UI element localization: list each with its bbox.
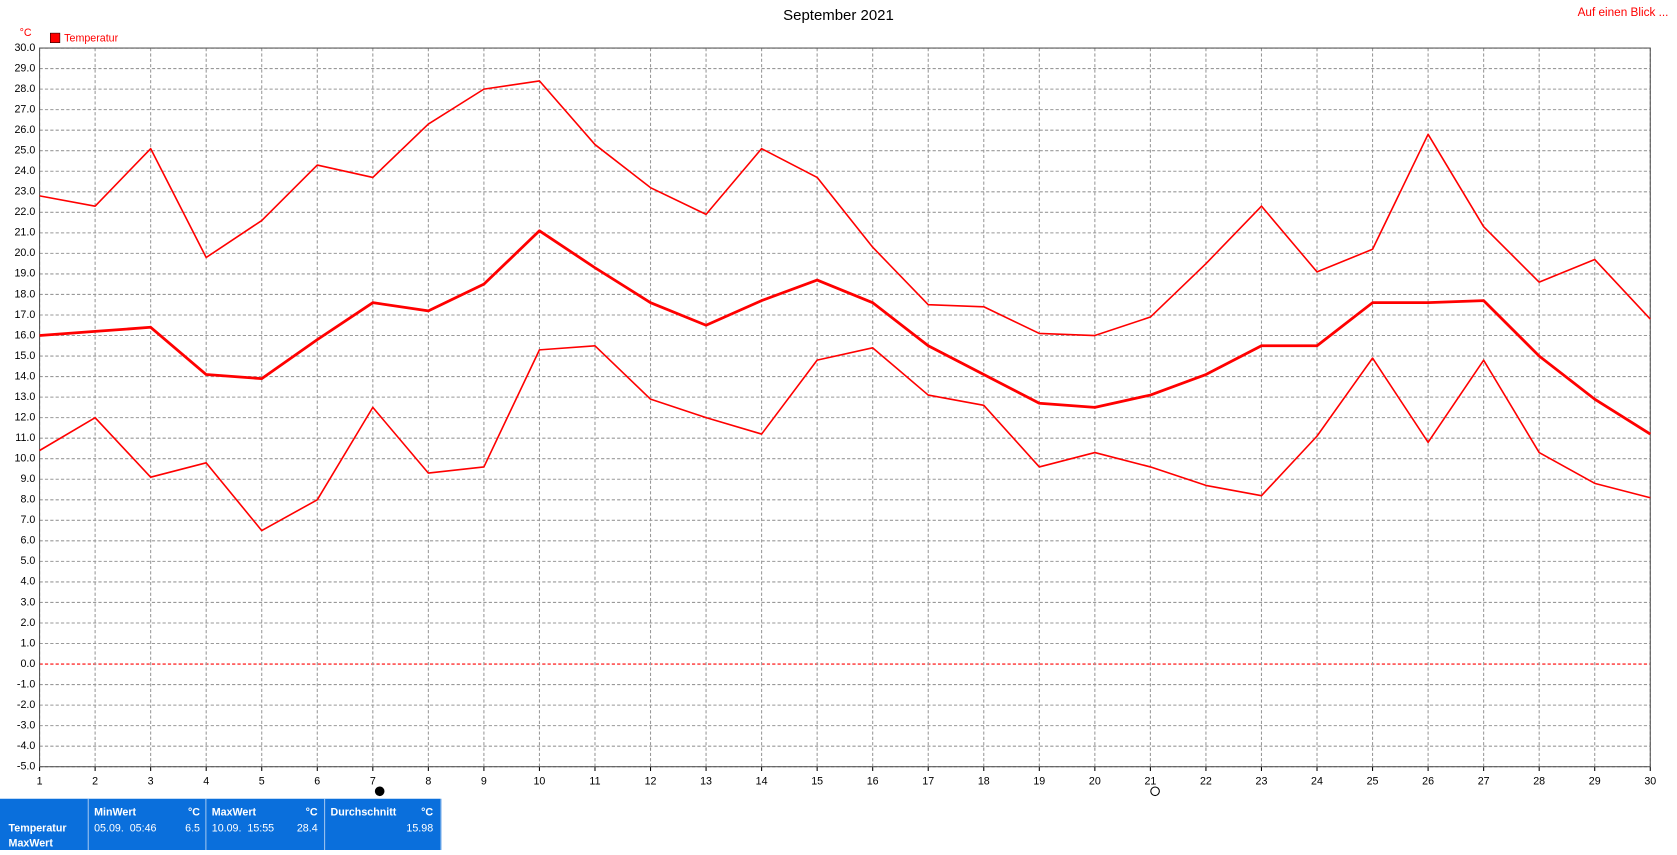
y-tick-label: 20.0 [14,247,35,259]
y-tick-label: -1.0 [17,678,35,690]
column-time: 05.09. 05:46 [94,822,156,834]
y-unit: °C [20,27,32,39]
row-label: Temperatur [9,822,67,834]
y-tick-label: 11.0 [15,432,35,444]
summary-panel [0,798,441,850]
separator [87,798,89,850]
y-tick-label: 6.0 [20,535,35,547]
x-tick-label: 20 [1089,775,1101,787]
x-tick-label: 19 [1033,775,1045,787]
y-tick-label: 26.0 [14,124,35,136]
x-tick-label: 22 [1200,775,1212,787]
x-tick-label: 12 [645,775,657,787]
x-tick-label: 21 [1144,775,1156,787]
moon-icon [1150,786,1160,797]
column-unit: °C [188,806,200,818]
y-tick-label: -3.0 [17,719,35,731]
x-tick-label: 16 [867,775,879,787]
y-tick-label: 22.0 [14,206,35,218]
x-tick-label: 10 [533,775,545,787]
separator [324,798,326,850]
column-value: 28.4 [297,822,318,834]
y-tick-label: 15.0 [14,350,35,362]
x-tick-label: 8 [425,775,431,787]
y-tick-label: 4.0 [20,576,35,588]
x-tick-label: 25 [1367,775,1379,787]
y-tick-label: 8.0 [20,494,35,506]
y-tick-label: 13.0 [14,391,35,403]
column-time: 10.09. 15:55 [212,822,274,834]
x-tick-label: 11 [589,775,600,787]
y-tick-label: 0.0 [20,658,35,670]
x-tick-label: 29 [1589,775,1601,787]
y-tick-label: 19.0 [14,268,35,280]
x-tick-label: 3 [148,775,154,787]
x-tick-label: 30 [1644,775,1656,787]
column-header: MinWert [94,806,136,818]
y-tick-label: -4.0 [17,740,35,752]
y-tick-label: 29.0 [14,62,35,74]
column-header: Durchschnitt [330,806,396,818]
x-tick-label: 6 [314,775,320,787]
column-value: 6.5 [185,822,200,834]
x-tick-label: 17 [922,775,934,787]
column-header: MaxWert [212,806,257,818]
x-tick-label: 13 [700,775,712,787]
y-tick-label: 7.0 [20,514,35,526]
series-line [39,80,1651,337]
y-tick-label: -5.0 [17,761,35,773]
legend-label: Temperatur [64,32,118,44]
y-tick-label: 27.0 [14,103,35,115]
x-tick-label: 7 [370,775,376,787]
series-line [39,229,1652,436]
x-tick-label: 14 [756,775,768,787]
y-tick-label: 18.0 [14,288,35,300]
y-tick-label: 23.0 [14,186,35,198]
separator [205,798,207,850]
x-tick-label: 4 [203,775,209,787]
x-tick-label: 27 [1478,775,1490,787]
x-tick-label: 15 [811,775,823,787]
y-tick-label: -2.0 [17,699,35,711]
y-tick-label: 14.0 [14,370,35,382]
y-tick-label: 25.0 [14,145,35,157]
y-tick-label: 10.0 [14,453,35,465]
y-tick-label: 1.0 [20,637,35,649]
y-tick-label: 21.0 [14,227,35,239]
separator [440,798,442,850]
y-tick-label: 5.0 [20,555,35,567]
x-tick-label: 26 [1422,775,1434,787]
y-tick-label: 28.0 [14,83,35,95]
x-tick-label: 1 [37,775,43,787]
moon-icon [374,786,385,797]
y-tick-label: 16.0 [14,329,35,341]
plot-frame [39,47,1651,768]
x-tick-label: 9 [481,775,487,787]
x-tick-label: 5 [259,775,265,787]
column-value: 15.98 [406,822,433,834]
series-line [39,344,1651,532]
x-tick-label: 24 [1311,775,1323,787]
column-unit: °C [421,806,433,818]
y-tick-label: 30.0 [14,42,35,54]
y-tick-label: 2.0 [20,617,35,629]
column-unit: °C [306,806,318,818]
y-tick-label: 24.0 [14,165,35,177]
x-tick-label: 18 [978,775,990,787]
chart-title: September 2021 [783,7,894,24]
x-tick-label: 23 [1256,775,1268,787]
legend-swatch [49,32,61,43]
row-label: MaxWert [9,837,54,849]
y-tick-label: 9.0 [20,473,35,485]
link[interactable]: Auf einen Blick ... [1578,6,1669,19]
y-tick-label: 17.0 [14,309,35,321]
y-tick-label: 12.0 [14,411,35,423]
x-tick-label: 28 [1533,775,1545,787]
x-tick-label: 2 [92,775,98,787]
y-tick-label: 3.0 [20,596,35,608]
